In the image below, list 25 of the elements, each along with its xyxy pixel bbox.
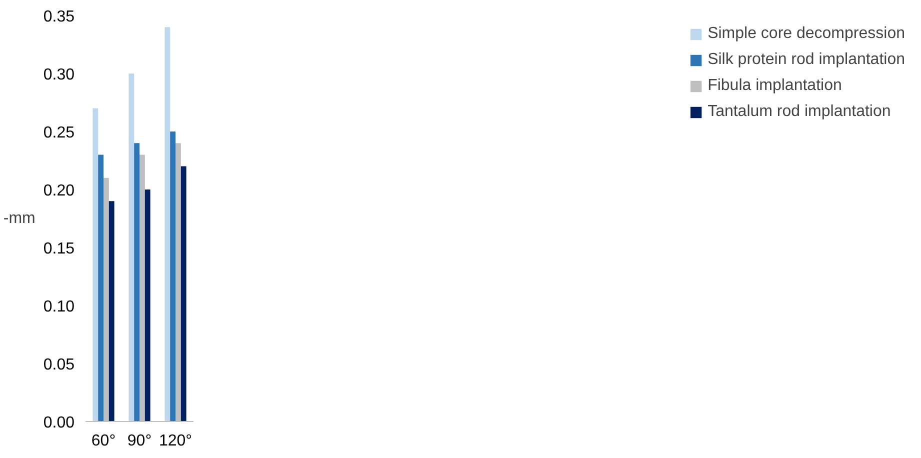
legend-label: Fibula implantation [708,77,842,95]
bar [180,166,186,422]
x-tick-label: 120° [158,432,192,450]
bar [164,27,170,422]
bar [134,143,140,422]
y-axis-title: -mm [3,210,36,227]
bar [128,74,134,422]
bar [144,190,150,422]
legend-label: Tantalum rod implantation [708,103,891,121]
y-tick-label: 0.35 [43,8,75,26]
y-tick-label: 0.20 [43,182,75,200]
y-tick-label: 0.25 [43,124,75,142]
bar [98,154,104,422]
y-tick-label: 0.10 [43,298,75,316]
legend-label: Silk protein rod implantation [708,51,905,69]
x-tick-label: 90° [127,432,152,450]
y-tick-label: 0.00 [43,414,75,432]
bar [170,132,176,422]
bar [92,108,98,422]
legend-label: Simple core decompression [708,25,905,43]
y-tick-label: 0.30 [43,66,75,84]
y-tick-label: 0.05 [43,356,75,374]
x-tick-label: 60° [91,432,116,450]
bar [108,201,114,422]
y-tick-label: 0.15 [43,240,75,258]
